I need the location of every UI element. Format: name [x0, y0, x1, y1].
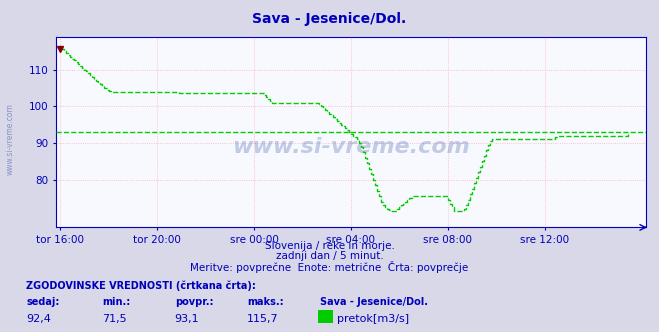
Text: 71,5: 71,5: [102, 314, 127, 324]
Text: min.:: min.:: [102, 297, 130, 307]
Text: www.si-vreme.com: www.si-vreme.com: [232, 137, 470, 157]
Text: 115,7: 115,7: [247, 314, 279, 324]
Text: 93,1: 93,1: [175, 314, 199, 324]
Text: povpr.:: povpr.:: [175, 297, 213, 307]
Text: 92,4: 92,4: [26, 314, 51, 324]
Text: maks.:: maks.:: [247, 297, 284, 307]
Text: zadnji dan / 5 minut.: zadnji dan / 5 minut.: [275, 251, 384, 261]
Text: sedaj:: sedaj:: [26, 297, 60, 307]
Text: Meritve: povprečne  Enote: metrične  Črta: povprečje: Meritve: povprečne Enote: metrične Črta:…: [190, 261, 469, 273]
Text: pretok[m3/s]: pretok[m3/s]: [337, 314, 409, 324]
Text: ZGODOVINSKE VREDNOSTI (črtkana črta):: ZGODOVINSKE VREDNOSTI (črtkana črta):: [26, 281, 256, 291]
Text: Slovenija / reke in morje.: Slovenija / reke in morje.: [264, 241, 395, 251]
Text: www.si-vreme.com: www.si-vreme.com: [5, 104, 14, 175]
Text: Sava - Jesenice/Dol.: Sava - Jesenice/Dol.: [320, 297, 428, 307]
Text: Sava - Jesenice/Dol.: Sava - Jesenice/Dol.: [252, 12, 407, 26]
